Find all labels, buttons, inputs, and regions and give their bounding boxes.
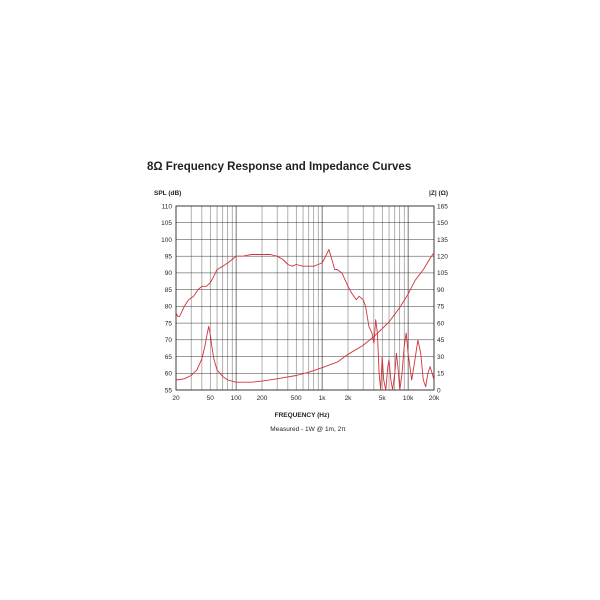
y-right-tick-label: 45 [437, 337, 445, 344]
x-tick-label: 50 [207, 395, 215, 402]
grid-layer [175, 205, 435, 391]
x-axis-label: FREQUENCY (Hz) [275, 412, 330, 419]
chart-title: 8Ω Frequency Response and Impedance Curv… [147, 161, 412, 173]
y-left-tick-label: 90 [165, 270, 173, 277]
x-tick-label: 200 [257, 395, 268, 402]
y-right-tick-label: 0 [437, 387, 441, 394]
y-right-tick-label: 120 [437, 253, 448, 260]
y-axis-right-label: |Z| (Ω) [429, 190, 448, 197]
y-left-tick-label: 105 [161, 220, 172, 227]
x-tick-label: 100 [231, 395, 242, 402]
x-tick-label: 5k [379, 395, 387, 402]
y-left-tick-label: 55 [165, 387, 173, 394]
y-left-tick-label: 80 [165, 304, 173, 311]
y-right-tick-label: 30 [437, 354, 445, 361]
x-tick-label: 2k [345, 395, 353, 402]
y-right-tick-label: 135 [437, 237, 448, 244]
y-left-tick-label: 60 [165, 371, 173, 378]
y-left-tick-label: 110 [162, 203, 173, 210]
y-axis-left-label: SPL (dB) [154, 190, 181, 197]
x-tick-label: 20k [429, 395, 440, 402]
y-right-tick-label: 165 [437, 203, 448, 210]
y-left-tick-label: 65 [165, 354, 173, 361]
x-tick-label: 10k [403, 395, 414, 402]
spl-curve [175, 249, 435, 391]
y-right-tick-label: 90 [437, 287, 445, 294]
y-left-tick-label: 85 [165, 287, 173, 294]
series-layer [175, 249, 435, 391]
y-left-tick-label: 100 [161, 237, 172, 244]
x-tick-label: 20 [172, 395, 180, 402]
ticks-layer: 20 50 100 200 500 1k 2k 5k 10k 20k 110 105 100 95 90 85… [161, 203, 448, 402]
y-right-tick-label: 150 [437, 220, 448, 227]
plot-frame [175, 205, 435, 391]
y-left-tick-label: 70 [165, 337, 173, 344]
y-right-tick-label: 105 [437, 270, 448, 277]
y-left-tick-label: 95 [165, 253, 173, 260]
x-tick-label: 500 [291, 395, 302, 402]
y-right-tick-label: 60 [437, 320, 445, 327]
y-right-tick-label: 75 [437, 304, 445, 311]
y-right-tick-label: 15 [437, 371, 445, 378]
impedance-curve [175, 252, 435, 383]
y-left-tick-label: 75 [165, 320, 173, 327]
x-tick-label: 1k [319, 395, 327, 402]
measurement-note: Measured - 1W @ 1m, 2π [270, 426, 346, 433]
